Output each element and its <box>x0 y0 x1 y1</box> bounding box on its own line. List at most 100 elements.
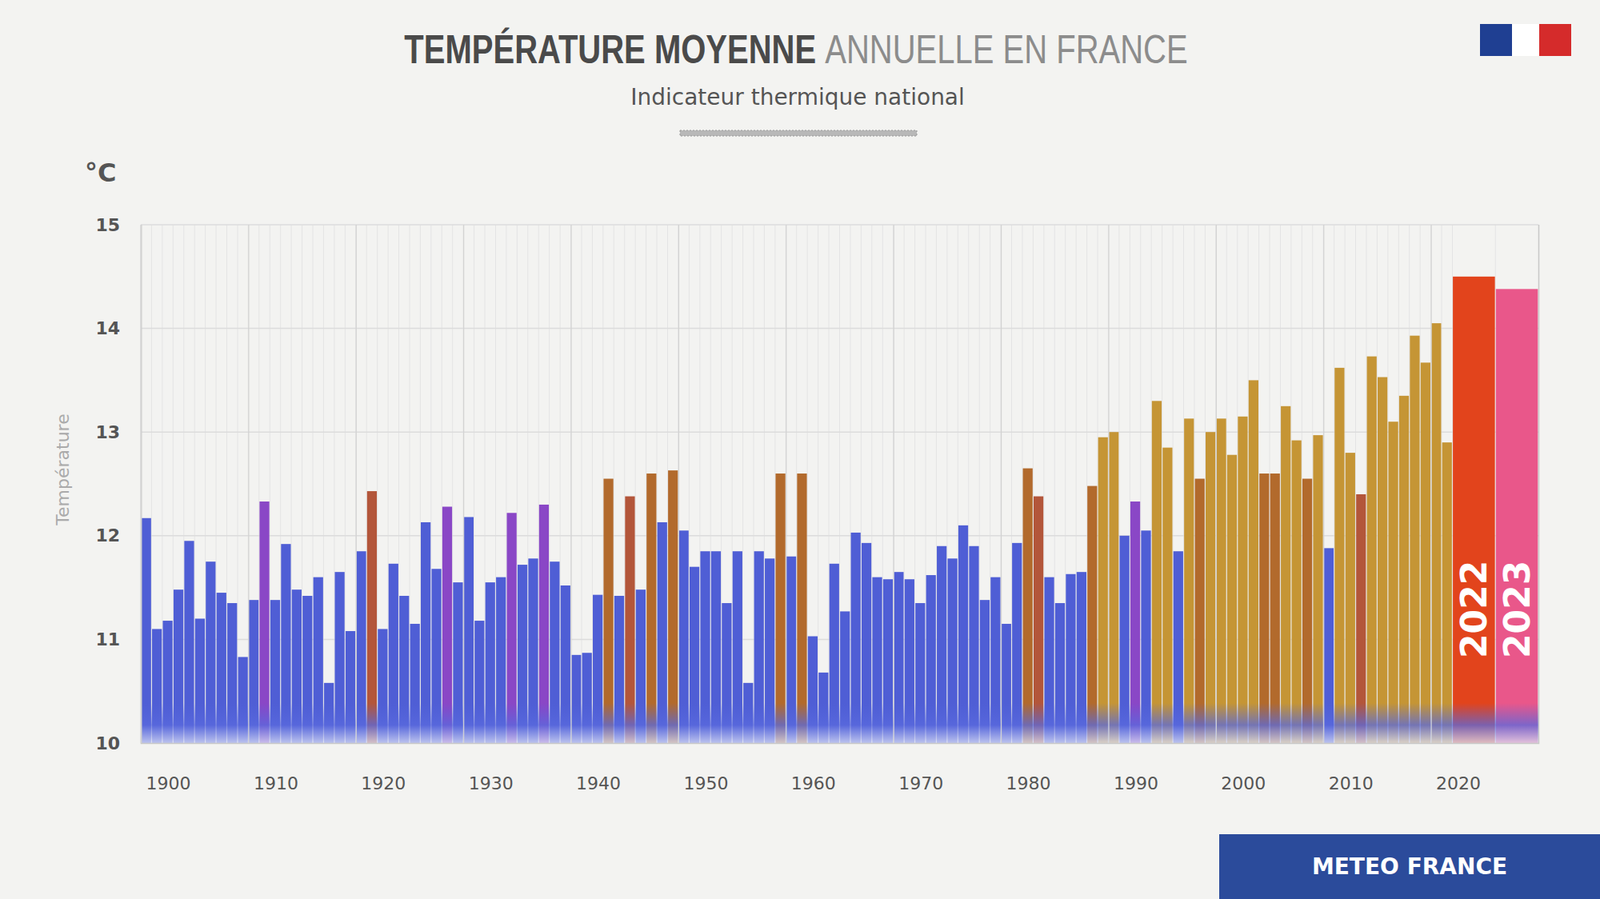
bar <box>1324 548 1334 744</box>
x-tick-label: 1960 <box>791 773 836 794</box>
x-tick: 1970 <box>893 224 944 794</box>
bar <box>248 600 259 744</box>
bar <box>936 546 947 744</box>
logo <box>1480 24 1572 56</box>
annotations: 20222023 <box>1453 560 1538 659</box>
year-line <box>968 224 969 744</box>
year-line <box>635 224 636 744</box>
year-line <box>301 224 303 744</box>
year-line <box>914 224 916 744</box>
bar <box>883 579 893 744</box>
bar <box>743 683 753 744</box>
year-line <box>979 224 980 744</box>
year-line <box>624 224 625 744</box>
bar <box>1184 418 1194 744</box>
year-line <box>828 224 830 744</box>
year-line <box>1129 224 1131 744</box>
year-line <box>388 224 389 744</box>
x-tick: 1920 <box>356 224 406 794</box>
year-line <box>1312 224 1313 744</box>
bar <box>205 561 216 744</box>
bar <box>603 479 613 744</box>
bar <box>399 596 409 744</box>
decade-line <box>570 224 572 744</box>
bar <box>636 589 646 744</box>
year-line <box>1376 224 1378 744</box>
bar <box>592 595 603 744</box>
year-line <box>1290 224 1292 744</box>
x-tick: 2010 <box>1324 224 1374 794</box>
title-light: ANNUELLE EN FRANCE <box>824 27 1188 72</box>
year-line <box>560 224 561 744</box>
year-line <box>796 224 797 744</box>
year-line <box>408 224 410 744</box>
bar <box>851 532 861 744</box>
bar <box>1367 356 1377 744</box>
year-line <box>742 224 744 744</box>
year-line <box>1161 224 1163 744</box>
bar <box>1140 530 1151 744</box>
year-line <box>1408 224 1410 744</box>
y-tick: 12 <box>95 525 141 546</box>
bar <box>1152 400 1162 744</box>
bar <box>1205 432 1216 744</box>
bar <box>1033 496 1044 744</box>
bar <box>474 620 484 744</box>
bar <box>775 473 785 744</box>
year-line <box>323 224 324 744</box>
year-line <box>312 224 314 744</box>
bar <box>1195 479 1205 744</box>
bar <box>334 572 344 744</box>
grid-line <box>140 431 1539 433</box>
bar <box>410 624 420 744</box>
source-box <box>1219 834 1600 899</box>
bar <box>1248 380 1259 744</box>
grid-line <box>140 535 1539 537</box>
background <box>0 0 1600 899</box>
bar <box>1044 577 1054 744</box>
year-line <box>592 224 593 744</box>
x-tick-label: 1920 <box>360 773 406 794</box>
bar <box>1431 323 1441 744</box>
year-line <box>764 224 765 744</box>
bar <box>270 600 280 744</box>
decade-line <box>248 224 249 744</box>
x-tick-label: 2020 <box>1436 773 1481 794</box>
decade-line <box>893 224 895 744</box>
decade-line <box>1000 224 1002 744</box>
x-tick: 1930 <box>464 224 514 794</box>
year-line <box>161 224 163 744</box>
x-tick-label: 2010 <box>1328 773 1374 794</box>
bar <box>442 507 452 744</box>
year-line <box>441 224 443 744</box>
bar <box>1098 437 1108 744</box>
bar <box>216 592 227 744</box>
year-line <box>1344 224 1346 744</box>
year-line <box>871 224 872 744</box>
year-line <box>1183 224 1184 744</box>
bar <box>571 655 581 744</box>
bar <box>1312 435 1323 744</box>
unit: °C <box>84 157 116 188</box>
year-line <box>1333 224 1335 744</box>
year-line <box>688 224 690 744</box>
bar <box>496 577 506 744</box>
year-line <box>1226 224 1228 744</box>
decade-line <box>1323 224 1324 744</box>
year-line <box>1365 224 1367 744</box>
bar <box>1237 416 1248 744</box>
year-line <box>1441 224 1443 744</box>
bar <box>1270 473 1280 744</box>
subtitle: Indicateur thermique national <box>630 84 965 111</box>
bar <box>517 564 528 744</box>
year-line <box>484 224 486 744</box>
year-line <box>1301 224 1303 744</box>
logo-red <box>1539 24 1572 56</box>
year-line <box>946 224 948 744</box>
year-line <box>1097 224 1099 744</box>
bar <box>872 577 882 744</box>
year-line <box>1076 224 1077 744</box>
year-line <box>1215 224 1216 744</box>
x-tick: 1980 <box>1001 224 1052 794</box>
year-line <box>602 224 604 744</box>
